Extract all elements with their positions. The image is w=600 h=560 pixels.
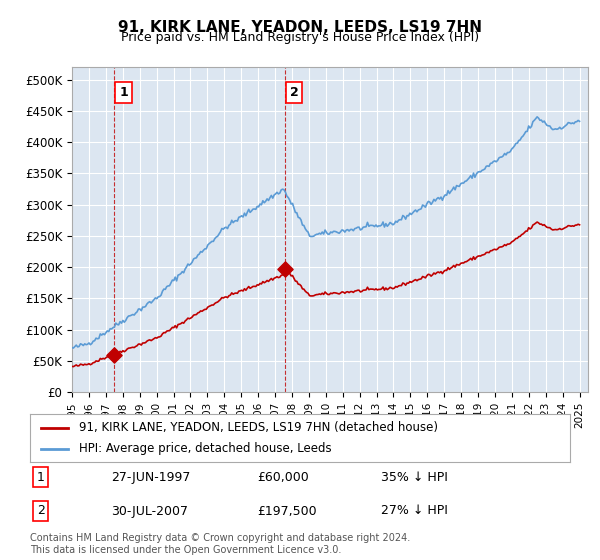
Text: 1: 1 xyxy=(37,470,45,484)
Text: 2: 2 xyxy=(37,505,45,517)
Point xyxy=(109,350,119,359)
Text: 91, KIRK LANE, YEADON, LEEDS, LS19 7HN (detached house): 91, KIRK LANE, YEADON, LEEDS, LS19 7HN (… xyxy=(79,421,437,434)
Point xyxy=(280,264,290,273)
Text: 2: 2 xyxy=(290,86,299,99)
Text: 1: 1 xyxy=(119,86,128,99)
Text: 27-JUN-1997: 27-JUN-1997 xyxy=(111,470,190,484)
Text: £197,500: £197,500 xyxy=(257,505,316,517)
Text: 35% ↓ HPI: 35% ↓ HPI xyxy=(381,470,448,484)
Text: 27% ↓ HPI: 27% ↓ HPI xyxy=(381,505,448,517)
Text: Contains HM Land Registry data © Crown copyright and database right 2024.
This d: Contains HM Land Registry data © Crown c… xyxy=(30,533,410,555)
Text: HPI: Average price, detached house, Leeds: HPI: Average price, detached house, Leed… xyxy=(79,442,331,455)
Text: £60,000: £60,000 xyxy=(257,470,308,484)
Text: 30-JUL-2007: 30-JUL-2007 xyxy=(111,505,188,517)
Text: 91, KIRK LANE, YEADON, LEEDS, LS19 7HN: 91, KIRK LANE, YEADON, LEEDS, LS19 7HN xyxy=(118,20,482,35)
Text: Price paid vs. HM Land Registry's House Price Index (HPI): Price paid vs. HM Land Registry's House … xyxy=(121,31,479,44)
